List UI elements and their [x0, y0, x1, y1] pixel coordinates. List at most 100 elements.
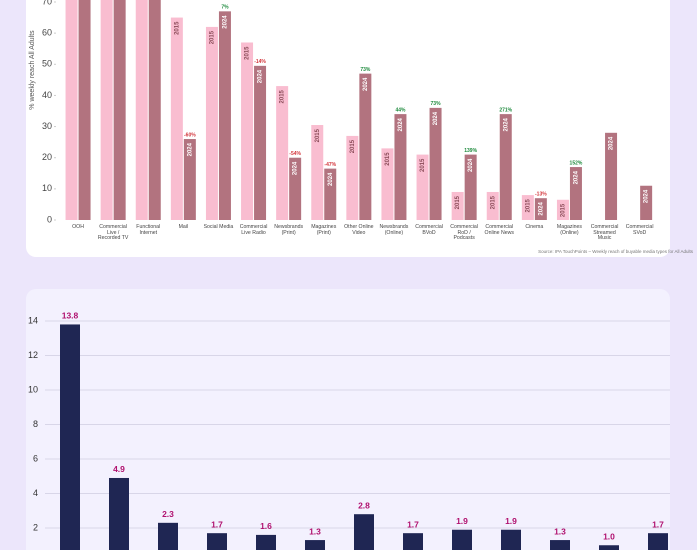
- bar-series-label: 2024: [223, 15, 229, 29]
- bar: [324, 168, 337, 220]
- bar-series-label: 2015: [174, 21, 180, 35]
- y-tick-label: 20: [42, 152, 52, 162]
- bar: [276, 86, 289, 220]
- bar: [241, 42, 254, 220]
- change-label: 73%: [431, 101, 442, 107]
- bar: [135, 0, 148, 221]
- bar: [501, 529, 521, 550]
- bar: [289, 157, 302, 220]
- y-tick-label: 10: [42, 183, 52, 193]
- bar: [170, 17, 183, 221]
- value-label: 1.3: [309, 526, 321, 536]
- value-label: 1.9: [456, 516, 468, 526]
- bar-series-label: 2015: [245, 46, 251, 60]
- x-tick-label: Mail: [178, 224, 189, 230]
- bar: [605, 132, 618, 220]
- x-tick-label: Newsbrands (Print): [274, 224, 304, 236]
- y-tick-label: 6: [33, 453, 38, 463]
- y-tick-label: 14: [28, 315, 38, 325]
- y-tick-label: 30: [42, 121, 52, 131]
- value-label: 1.6: [260, 521, 272, 531]
- bar: [569, 167, 582, 220]
- x-tick-label: Commercial RoD / Podcasts: [450, 224, 478, 242]
- bar-series-label: 2024: [503, 117, 509, 131]
- change-label: -47%: [324, 162, 336, 168]
- y-axis-label: % weekly reach All Adults: [29, 30, 36, 110]
- bar: [640, 185, 653, 220]
- bar: [109, 477, 129, 550]
- change-label: 7%: [221, 5, 229, 11]
- bar-series-label: 2015: [420, 158, 426, 172]
- bar-series-label: 2024: [609, 136, 615, 150]
- bar: [158, 522, 178, 550]
- x-tick-label: Cinema: [525, 224, 544, 230]
- bar: [65, 0, 78, 220]
- y-tick-label: 4: [33, 488, 38, 498]
- bar: [218, 11, 231, 220]
- x-tick-label: Commercial Live / Recorded TV: [97, 224, 129, 242]
- change-label: -13%: [535, 192, 547, 198]
- x-tick-label: Commercial Streamed Music: [590, 224, 619, 242]
- bar: [403, 533, 423, 550]
- bar-series-label: 2015: [315, 128, 321, 142]
- bar: [254, 65, 267, 220]
- value-label: 1.7: [652, 519, 664, 529]
- bar: [205, 26, 218, 220]
- bar: [451, 191, 464, 220]
- bar: [521, 195, 534, 220]
- bar-series-label: 2015: [525, 198, 531, 212]
- bar: [416, 154, 429, 220]
- bar: [100, 0, 113, 220]
- bar-series-label: 2024: [328, 172, 334, 186]
- y-tick-label: 50: [42, 59, 52, 69]
- bar-series-label: 2015: [210, 30, 216, 44]
- bar-series-label: 2015: [385, 152, 391, 166]
- source: Source: IPA TouchPoints – Weekly reach o…: [538, 249, 694, 254]
- change-label: 152%: [570, 160, 583, 166]
- bar-series-label: 2024: [398, 117, 404, 131]
- bar: [599, 545, 619, 550]
- bar-series-label: 2024: [187, 142, 193, 156]
- x-tick-label: OOH: [72, 224, 84, 230]
- bar: [311, 125, 324, 220]
- value-label: 1.7: [407, 519, 419, 529]
- x-tick-label: Magazines (Online): [556, 224, 582, 236]
- bar-series-label: 2024: [468, 158, 474, 172]
- x-tick-label: Commercial Live Radio: [239, 224, 268, 236]
- value-label: 4.9: [113, 464, 125, 474]
- change-label: -54%: [289, 151, 301, 157]
- bar-series-label: 2024: [574, 170, 580, 184]
- bar: [486, 191, 499, 220]
- y-tick-label: 10: [28, 384, 38, 394]
- bar: [429, 107, 442, 220]
- bar-series-label: 2015: [490, 195, 496, 209]
- bar-series-label: 2015: [350, 139, 356, 153]
- value-label: 1.9: [505, 516, 517, 526]
- value-label: 1.3: [554, 526, 566, 536]
- x-tick-label: Commercial Online News: [484, 224, 514, 236]
- bar-series-label: 2024: [363, 77, 369, 91]
- value-label: 2.3: [162, 509, 174, 519]
- y-tick-label: 2: [33, 522, 38, 532]
- bar: [183, 139, 196, 220]
- y-tick-label: 70: [42, 0, 52, 6]
- change-label: -60%: [184, 132, 196, 138]
- bar-series-label: 2024: [538, 202, 544, 216]
- change-label: 139%: [464, 148, 477, 154]
- change-label: 271%: [499, 107, 512, 113]
- bottom-panel: [26, 289, 670, 550]
- value-label: 1.7: [211, 519, 223, 529]
- y-tick-label: 12: [28, 350, 38, 360]
- x-tick-label: Newsbrands (Online): [379, 224, 409, 236]
- y-tick-label: 0: [47, 214, 52, 224]
- bar: [354, 514, 374, 550]
- y-tick-label: 40: [42, 90, 52, 100]
- bar-series-label: 2024: [433, 111, 439, 125]
- bar: [305, 540, 325, 550]
- bar: [534, 198, 547, 220]
- bar: [394, 114, 407, 220]
- y-tick-label: 8: [33, 419, 38, 429]
- bar: [648, 533, 668, 550]
